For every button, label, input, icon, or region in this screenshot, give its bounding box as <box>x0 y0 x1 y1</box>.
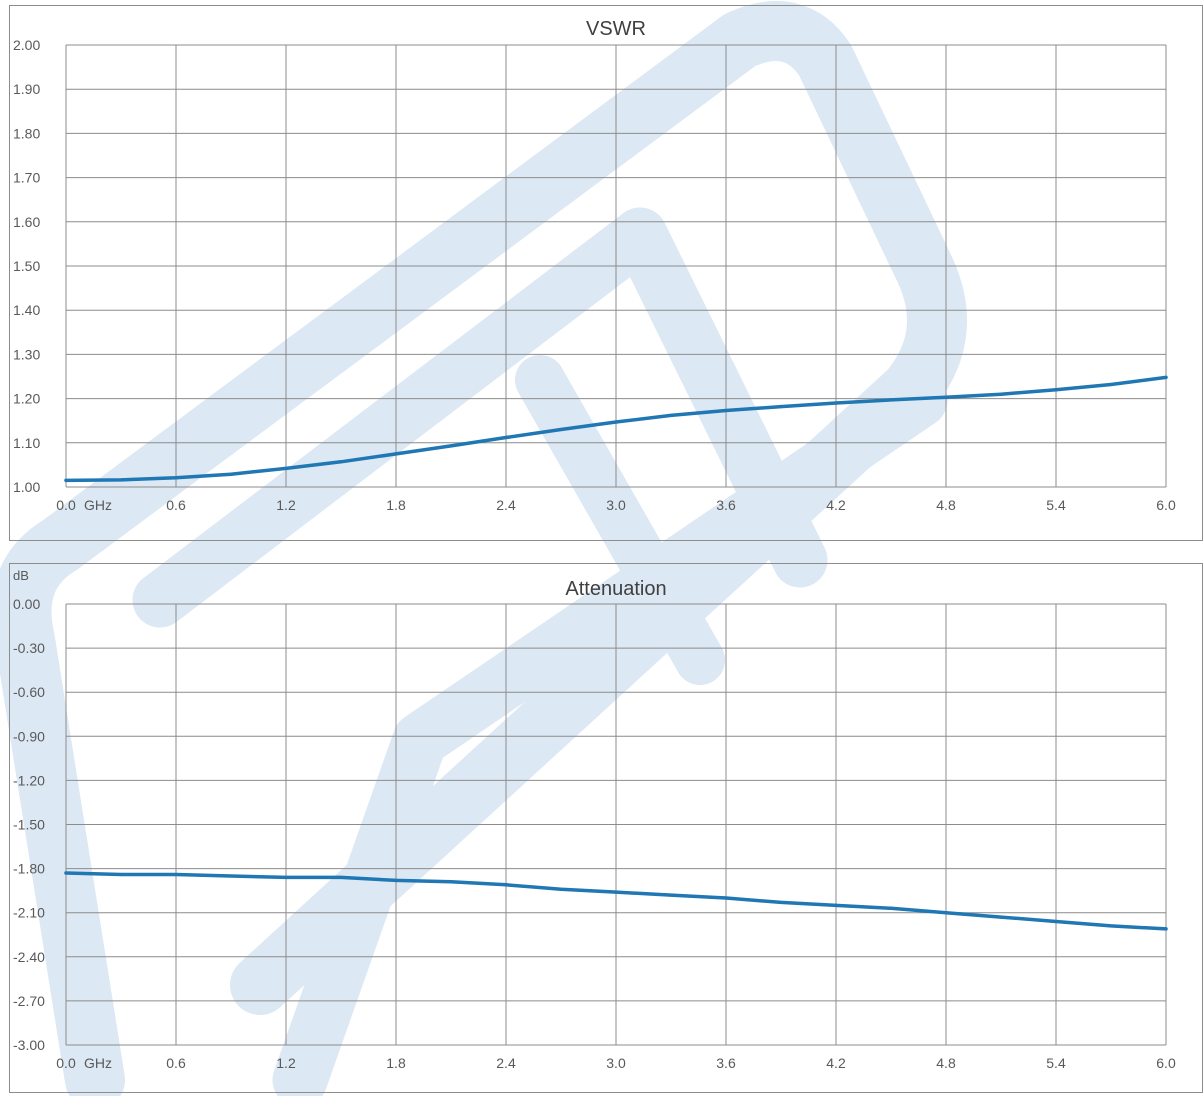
chart-frame <box>9 5 1203 541</box>
x-tick-label: 3.6 <box>716 497 736 513</box>
y-tick-label: 1.70 <box>13 170 40 186</box>
x-tick-label: 3.0 <box>606 1055 626 1071</box>
data-point <box>779 404 783 409</box>
data-point <box>284 466 288 471</box>
y-tick-label: -0.60 <box>13 684 45 700</box>
y-tick-label: 1.00 <box>13 479 40 495</box>
data-point <box>394 452 398 456</box>
data-point <box>174 476 178 480</box>
data-point <box>889 906 893 910</box>
chart-title: Attenuation <box>565 578 666 600</box>
data-point <box>339 460 343 464</box>
data-point <box>834 903 838 907</box>
data-point <box>449 444 453 448</box>
x-tick-label: 1.8 <box>386 1055 406 1071</box>
x-tick-label: 6.0 <box>1156 497 1176 513</box>
data-point <box>834 401 838 405</box>
x-tick-label: 0.0 <box>56 1055 76 1071</box>
y-tick-label: 0.00 <box>13 596 40 612</box>
x-tick-label: 1.2 <box>276 1055 296 1071</box>
data-point <box>999 915 1003 919</box>
data-point <box>284 875 288 880</box>
data-point <box>1164 927 1168 931</box>
x-tick-label: 5.4 <box>1046 1055 1066 1071</box>
y-tick-label: 1.90 <box>13 81 40 97</box>
data-point <box>394 878 398 882</box>
y-tick-label: 2.00 <box>13 37 40 53</box>
data-point <box>614 890 618 894</box>
data-point <box>999 392 1003 396</box>
data-point <box>174 872 178 877</box>
data-point <box>724 896 728 900</box>
data-point <box>779 900 783 905</box>
x-tick-label: 4.8 <box>936 1055 956 1071</box>
x-tick-label: 0.0 <box>56 497 76 513</box>
vswr-chart: 2.00 1.90 1.80 1.70 1.60 1.50 1.40 1.30 1.20 1.10… <box>9 5 1203 541</box>
x-tick-label: 3.6 <box>716 1055 736 1071</box>
y-tick-label: -1.80 <box>13 861 45 877</box>
data-point <box>1164 375 1168 379</box>
y-tick-label: 1.80 <box>13 125 40 141</box>
watermark-shape <box>0 1 967 1096</box>
x-axis-unit: GHz <box>84 497 112 513</box>
x-tick-label: 2.4 <box>496 497 516 513</box>
data-point <box>1054 919 1058 924</box>
data-point <box>559 427 563 432</box>
data-point <box>559 887 563 891</box>
attenuation-chart: 0.00 -0.30 -0.60 -0.90 -1.20 -1.50 -1.80 -2.10 -… <box>9 563 1203 1093</box>
data-point <box>669 413 673 417</box>
x-axis-unit: GHz <box>84 1055 112 1071</box>
chart-frame <box>9 563 1203 1093</box>
data-point <box>614 420 618 424</box>
chart-title: VSWR <box>586 18 646 40</box>
data-point <box>1054 388 1058 392</box>
x-tick-label: 0.6 <box>166 497 186 513</box>
y-tick-label: -0.90 <box>13 728 45 744</box>
data-point <box>889 398 893 402</box>
y-tick-label: 1.40 <box>13 302 40 318</box>
data-point <box>449 880 453 884</box>
y-tick-label: 1.50 <box>13 258 40 274</box>
x-tick-label: 0.6 <box>166 1055 186 1071</box>
data-point <box>339 875 343 880</box>
y-tick-label: 1.30 <box>13 346 40 362</box>
x-tick-label: 2.4 <box>496 1055 516 1071</box>
y-tick-label: -1.50 <box>13 817 45 833</box>
data-point <box>64 478 68 482</box>
y-tick-label: -1.20 <box>13 772 45 788</box>
attenuation-chart-svg: 0.00 -0.30 -0.60 -0.90 -1.20 -1.50 -1.80 -2.10 -… <box>9 563 1203 1093</box>
data-point <box>504 435 508 440</box>
x-tick-label: 5.4 <box>1046 497 1066 513</box>
x-tick-label: 1.8 <box>386 497 406 513</box>
data-point <box>64 871 68 875</box>
data-point <box>119 478 123 482</box>
data-point <box>669 893 673 897</box>
y-tick-label: 1.60 <box>13 214 40 230</box>
y-tick-label: -2.70 <box>13 993 45 1009</box>
data-point <box>944 911 948 915</box>
data-point <box>724 408 728 413</box>
data-point <box>1109 382 1113 387</box>
y-tick-label: 1.20 <box>13 391 40 407</box>
data-point <box>229 472 233 476</box>
y-tick-label: 1.10 <box>13 435 40 451</box>
x-tick-label: 4.8 <box>936 497 956 513</box>
x-tick-label: 6.0 <box>1156 1055 1176 1071</box>
y-tick-label: -2.40 <box>13 949 45 965</box>
data-point <box>1109 924 1113 928</box>
x-tick-label: 4.2 <box>826 1055 846 1071</box>
vswr-chart-svg: 2.00 1.90 1.80 1.70 1.60 1.50 1.40 1.30 1.20 1.10… <box>9 5 1203 541</box>
x-tick-label: 4.2 <box>826 497 846 513</box>
x-tick-label: 1.2 <box>276 497 296 513</box>
y-axis-unit: dB <box>13 568 29 583</box>
data-point <box>944 395 948 399</box>
data-point <box>504 883 508 887</box>
y-tick-label: -3.00 <box>13 1037 45 1053</box>
y-tick-label: -0.30 <box>13 640 45 656</box>
data-point <box>119 872 123 877</box>
data-point <box>229 874 233 878</box>
x-tick-label: 3.0 <box>606 497 626 513</box>
y-tick-label: -2.10 <box>13 905 45 921</box>
